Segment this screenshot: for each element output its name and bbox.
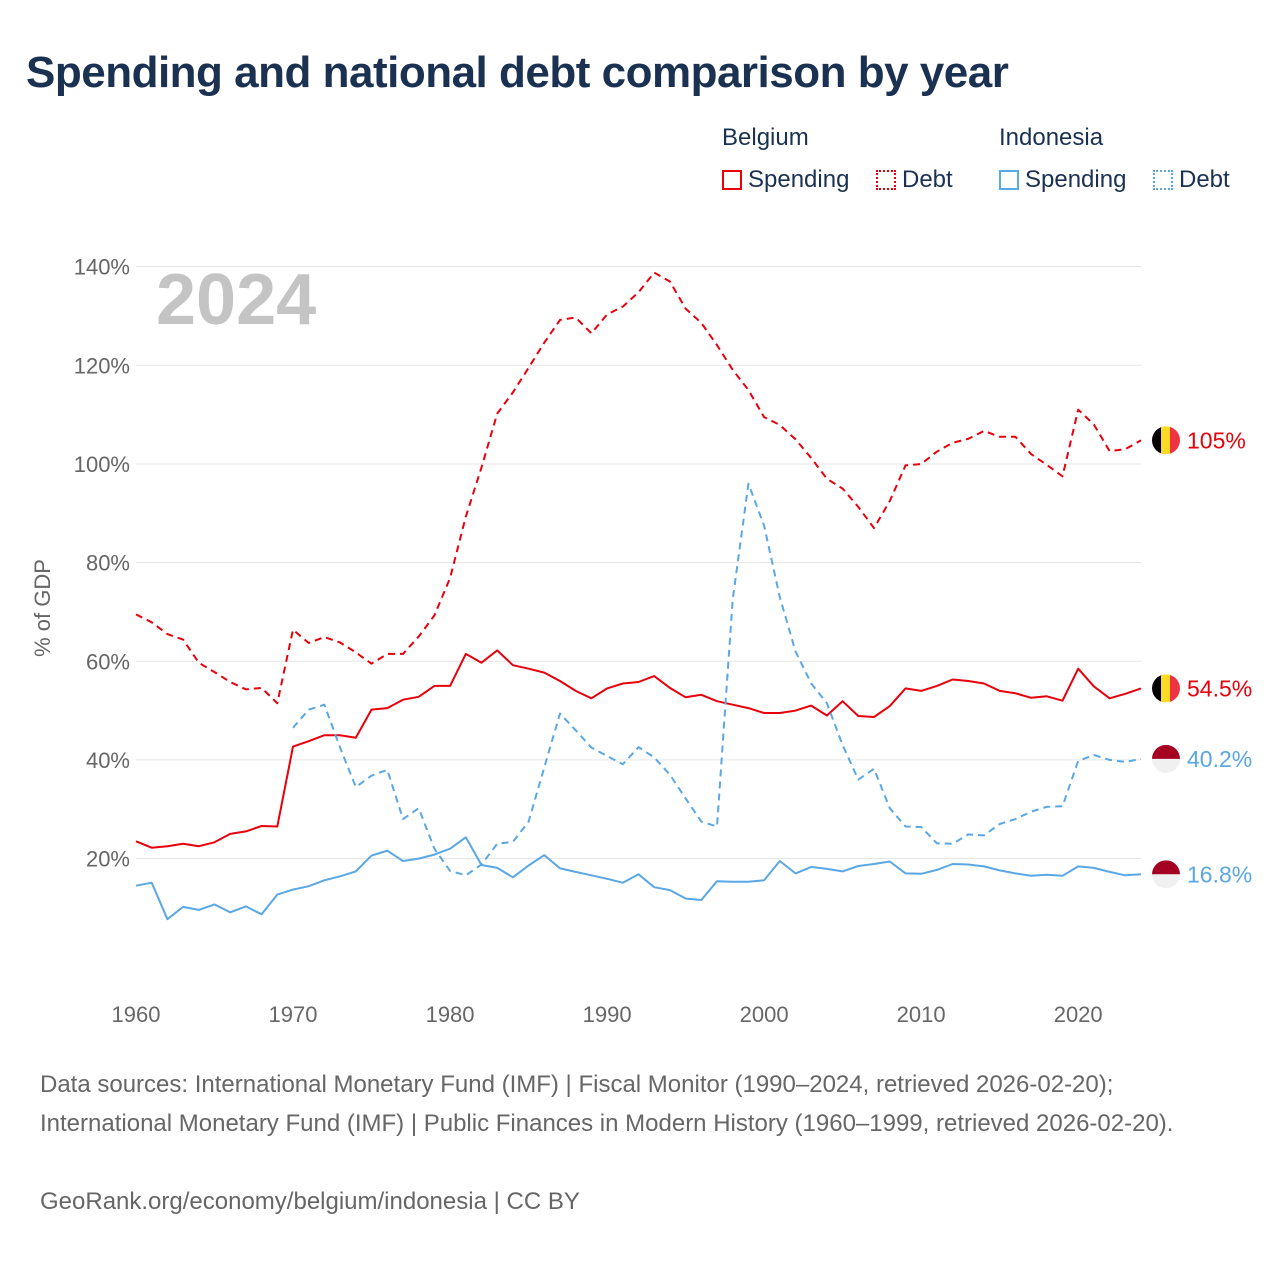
belgium-flag-icon [1152, 426, 1162, 455]
solid-line-swatch-icon [999, 170, 1019, 190]
indonesia-flag-icon [1152, 744, 1180, 759]
belgium-flag-icon [1152, 674, 1162, 703]
y-tick-label: 20% [86, 847, 130, 872]
year-watermark: 2024 [156, 260, 316, 340]
legend-label: Debt [1179, 166, 1230, 193]
series-line-indonesia-spending [135, 836, 1142, 921]
indonesia-flag-icon [1152, 860, 1180, 875]
legend-label: Spending [1025, 166, 1127, 193]
y-tick-label: 140% [74, 255, 130, 280]
line-chart: 2024 20% 40% 60% 80% 100% 120% 140% 1960 1970 19… [30, 255, 1252, 1027]
legend-item-belgium-debt[interactable]: Debt [876, 166, 953, 194]
end-value-label: 54.5% [1187, 675, 1252, 701]
end-marker-indonesia-spending [1152, 860, 1180, 889]
end-value-label: 40.2% [1187, 746, 1252, 772]
legend-item-indonesia-spending[interactable]: Spending [999, 166, 1126, 194]
legend-group-indonesia: Indonesia [999, 124, 1104, 151]
legend-group-belgium: Belgium [722, 124, 809, 151]
series-line-indonesia-debt [292, 482, 1142, 877]
dotted-line-swatch-icon [1153, 170, 1173, 190]
x-tick-label: 2020 [1054, 1002, 1103, 1027]
x-tick-label: 1990 [583, 1002, 632, 1027]
dotted-line-swatch-icon [876, 170, 896, 190]
legend-item-indonesia-debt[interactable]: Debt [1153, 166, 1230, 194]
legend-item-belgium-spending[interactable]: Spending [722, 166, 849, 194]
y-tick-label: 60% [86, 649, 130, 674]
end-value-label: 16.8% [1187, 861, 1252, 887]
solid-line-swatch-icon [722, 170, 742, 190]
indonesia-flag-icon [1152, 874, 1180, 889]
belgium-flag-icon [1170, 426, 1180, 455]
indonesia-flag-icon [1152, 758, 1180, 773]
x-tick-label: 1960 [112, 1002, 161, 1027]
belgium-flag-icon [1161, 426, 1171, 455]
x-tick-label: 1980 [426, 1002, 475, 1027]
legend-label: Spending [748, 166, 850, 193]
legend-label: Debt [902, 166, 953, 193]
end-marker-belgium-spending [1152, 674, 1180, 703]
y-axis-label: % of GDP [30, 559, 55, 657]
x-tick-label: 1970 [269, 1002, 318, 1027]
y-tick-label: 100% [74, 452, 130, 477]
end-value-label: 105% [1187, 427, 1246, 453]
credit-link[interactable]: GeoRank.org/economy/belgium/indonesia | … [40, 1188, 580, 1215]
page-title: Spending and national debt comparison by… [26, 48, 1009, 97]
y-tick-label: 120% [74, 353, 130, 378]
y-tick-label: 40% [86, 748, 130, 773]
belgium-flag-icon [1161, 674, 1171, 703]
x-tick-label: 2000 [740, 1002, 789, 1027]
end-marker-belgium-debt [1152, 426, 1180, 455]
x-tick-label: 2010 [897, 1002, 946, 1027]
data-sources: Data sources: International Monetary Fun… [40, 1071, 1174, 1137]
y-tick-label: 80% [86, 551, 130, 576]
series-line-belgium-spending [135, 649, 1142, 849]
belgium-flag-icon [1170, 674, 1180, 703]
end-marker-indonesia-debt [1152, 744, 1180, 773]
